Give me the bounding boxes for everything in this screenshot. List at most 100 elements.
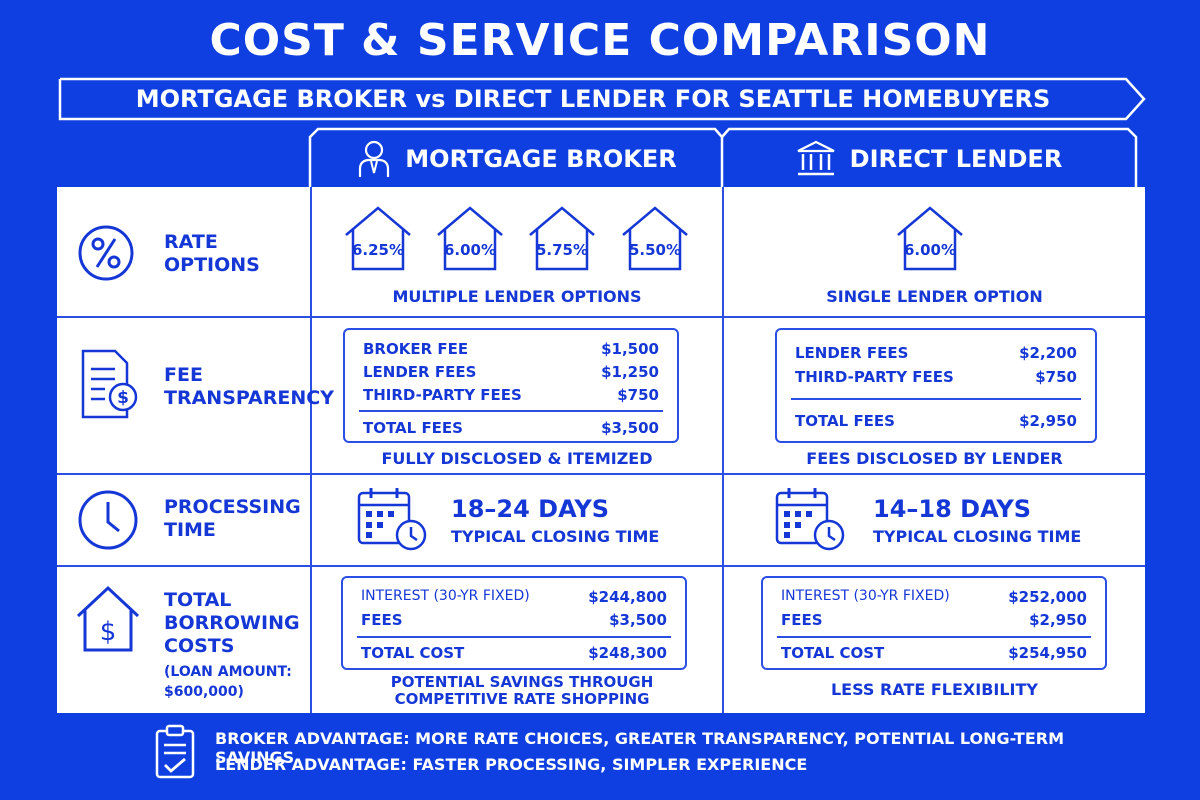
person-icon bbox=[359, 140, 390, 177]
fee-separator bbox=[791, 398, 1081, 400]
fee-total-row: TOTAL FEES $3,500 bbox=[363, 419, 659, 437]
subtitle-text: MORTGAGE BROKER vs DIRECT LENDER FOR SEA… bbox=[135, 85, 1051, 113]
rate-value: 6.00% bbox=[903, 241, 957, 259]
broker-fee-box: BROKER FEE $1,500 LENDER FEES $1,250 THI… bbox=[343, 328, 679, 443]
cost-name: INTEREST (30-YR FIXED) bbox=[361, 588, 530, 604]
comparison-table: RATE OPTIONS 6.25% 6.00% 5.75% 5.50% MUL… bbox=[57, 187, 1145, 713]
lender-processing-days: 14–18 DAYS bbox=[873, 495, 1032, 523]
fee-total-name: TOTAL FEES bbox=[795, 412, 895, 430]
row-label-line: BORROWING bbox=[164, 612, 300, 634]
row-label-line: TOTAL bbox=[164, 589, 232, 611]
broker-rate-caption: MULTIPLE LENDER OPTIONS bbox=[392, 287, 642, 306]
broker-processing-days: 18–24 DAYS bbox=[451, 495, 610, 523]
rate-house-4: 5.50% bbox=[620, 205, 690, 271]
row-label-total-borrowing: TOTAL BORROWING COSTS (LOAN AMOUNT: $600… bbox=[164, 589, 300, 702]
row-label-line: RATE bbox=[164, 231, 218, 253]
lender-fee-box: LENDER FEES $2,200 THIRD-PARTY FEES $750… bbox=[775, 328, 1097, 443]
house-icon bbox=[437, 206, 503, 271]
cost-name: FEES bbox=[361, 611, 403, 629]
cost-row: INTEREST (30-YR FIXED) $244,800 bbox=[361, 588, 667, 606]
cost-separator bbox=[777, 636, 1091, 638]
fee-row: THIRD-PARTY FEES $750 bbox=[363, 386, 659, 404]
calendar-clock-icon bbox=[357, 488, 427, 551]
fee-amount: $750 bbox=[1035, 368, 1077, 386]
cost-row: INTEREST (30-YR FIXED) $252,000 bbox=[781, 588, 1087, 606]
fee-amount: $1,500 bbox=[601, 340, 659, 358]
row-label-note: $600,000) bbox=[164, 684, 244, 700]
row-label-line: TIME bbox=[164, 519, 216, 541]
fee-row: BROKER FEE $1,500 bbox=[363, 340, 659, 358]
cost-total-amount: $248,300 bbox=[588, 644, 667, 662]
cost-row: FEES $2,950 bbox=[781, 611, 1087, 629]
rate-value: 6.00% bbox=[443, 241, 497, 259]
page-title: COST & SERVICE COMPARISON bbox=[209, 15, 991, 66]
cost-amount: $252,000 bbox=[1008, 588, 1087, 606]
column-divider bbox=[722, 187, 724, 713]
row-label-line: TRANSPARENCY bbox=[164, 387, 334, 409]
cost-amount: $244,800 bbox=[588, 588, 667, 606]
column-header-lender-label: DIRECT LENDER bbox=[849, 145, 1063, 173]
fee-separator bbox=[359, 410, 663, 412]
fee-total-amount: $2,950 bbox=[1019, 412, 1077, 430]
rate-house-1: 6.25% bbox=[343, 205, 413, 271]
fee-row: THIRD-PARTY FEES $750 bbox=[795, 368, 1077, 386]
fee-total-amount: $3,500 bbox=[601, 419, 659, 437]
house-icon bbox=[529, 206, 595, 271]
cost-name: INTEREST (30-YR FIXED) bbox=[781, 588, 950, 604]
fee-amount: $2,200 bbox=[1019, 344, 1077, 362]
broker-cost-caption: POTENTIAL SAVINGS THROUGH COMPETITIVE RA… bbox=[312, 674, 732, 708]
summary-footer: BROKER ADVANTAGE: MORE RATE CHOICES, GRE… bbox=[57, 713, 1145, 791]
row-label-note: (LOAN AMOUNT: bbox=[164, 664, 292, 680]
bank-icon bbox=[797, 140, 835, 176]
column-header-frame bbox=[308, 127, 1138, 187]
row-label-rate-options: RATE OPTIONS bbox=[164, 231, 260, 277]
cost-amount: $2,950 bbox=[1029, 611, 1087, 629]
broker-cost-box: INTEREST (30-YR FIXED) $244,800 FEES $3,… bbox=[341, 576, 687, 670]
lender-fee-caption: FEES DISCLOSED BY LENDER bbox=[806, 449, 1063, 468]
row-divider bbox=[57, 565, 1145, 567]
row-divider bbox=[57, 316, 1145, 318]
cost-total-row: TOTAL COST $254,950 bbox=[781, 644, 1087, 662]
lender-rate-caption: SINGLE LENDER OPTION bbox=[826, 287, 1043, 306]
fee-name: LENDER FEES bbox=[363, 363, 477, 381]
column-divider bbox=[310, 187, 312, 713]
fee-row: LENDER FEES $2,200 bbox=[795, 344, 1077, 362]
svg-text:$: $ bbox=[100, 617, 117, 647]
cost-separator bbox=[357, 636, 671, 638]
column-header-broker: MORTGAGE BROKER bbox=[312, 131, 722, 187]
house-icon bbox=[622, 206, 688, 271]
row-label-line: OPTIONS bbox=[164, 254, 260, 276]
rate-house-3: 5.75% bbox=[527, 205, 597, 271]
row-label-line: COSTS bbox=[164, 635, 235, 657]
fee-row: LENDER FEES $1,250 bbox=[363, 363, 659, 381]
svg-text:$: $ bbox=[117, 388, 129, 408]
calendar-clock-icon bbox=[775, 488, 845, 551]
rate-value: 6.25% bbox=[351, 241, 405, 259]
rate-value: 5.75% bbox=[535, 241, 589, 259]
broker-fee-caption: FULLY DISCLOSED & ITEMIZED bbox=[381, 449, 653, 468]
fee-name: THIRD-PARTY FEES bbox=[795, 368, 954, 386]
lender-rate-house: 6.00% bbox=[895, 205, 965, 271]
cost-row: FEES $3,500 bbox=[361, 611, 667, 629]
house-icon bbox=[897, 206, 963, 271]
cost-amount: $3,500 bbox=[609, 611, 667, 629]
clipboard-check-icon bbox=[155, 724, 195, 779]
lender-cost-box: INTEREST (30-YR FIXED) $252,000 FEES $2,… bbox=[761, 576, 1107, 670]
rate-value: 5.50% bbox=[628, 241, 682, 259]
fee-name: THIRD-PARTY FEES bbox=[363, 386, 522, 404]
row-label-line: FEE bbox=[164, 364, 203, 386]
house-icon bbox=[345, 206, 411, 271]
column-header-lender: DIRECT LENDER bbox=[724, 131, 1134, 187]
fee-total-row: TOTAL FEES $2,950 bbox=[795, 412, 1077, 430]
fee-name: LENDER FEES bbox=[795, 344, 909, 362]
caption-line: COMPETITIVE RATE SHOPPING bbox=[394, 690, 650, 708]
banner-arrow-outline bbox=[58, 77, 1146, 121]
row-label-fee-transparency: FEE TRANSPARENCY bbox=[164, 364, 334, 410]
row-divider bbox=[57, 473, 1145, 475]
clock-icon bbox=[78, 490, 138, 550]
broker-advantage-text: BROKER ADVANTAGE: MORE RATE CHOICES, GRE… bbox=[215, 729, 1065, 767]
cost-total-row: TOTAL COST $248,300 bbox=[361, 644, 667, 662]
percent-icon bbox=[78, 225, 134, 281]
cost-total-amount: $254,950 bbox=[1008, 644, 1087, 662]
document-dollar-icon: $ bbox=[81, 349, 138, 419]
